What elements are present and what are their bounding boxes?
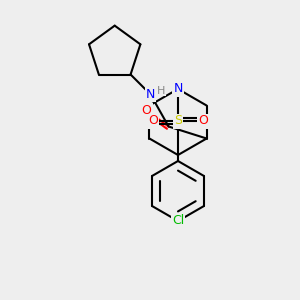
Text: O: O bbox=[198, 115, 208, 128]
Text: S: S bbox=[174, 115, 182, 128]
Text: O: O bbox=[148, 115, 158, 128]
Text: O: O bbox=[142, 104, 152, 117]
Text: N: N bbox=[146, 88, 155, 101]
Text: H: H bbox=[156, 85, 165, 95]
Text: N: N bbox=[173, 82, 183, 95]
Text: Cl: Cl bbox=[172, 214, 184, 227]
